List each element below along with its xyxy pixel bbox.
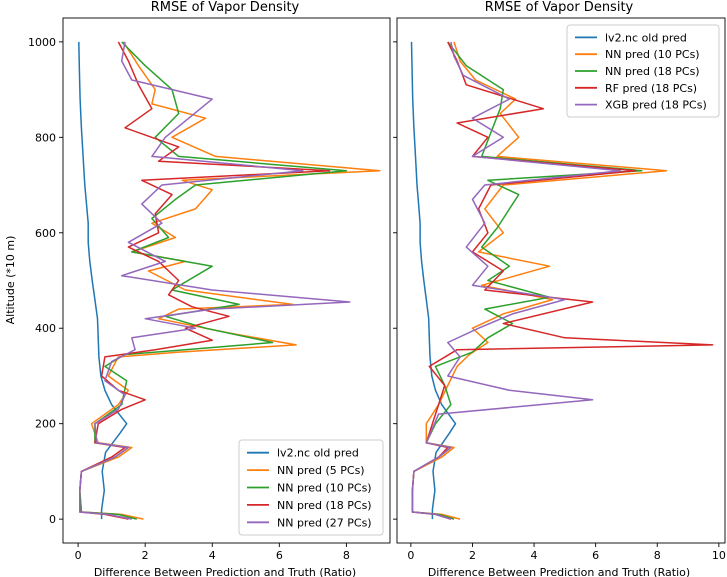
left-chart-x-tick: 0 — [75, 543, 82, 562]
left-chart-x-tick-label: 0 — [75, 549, 82, 562]
left-chart-plot-area — [78, 41, 381, 520]
right-chart-legend-label: XGB pred (18 PCs) — [605, 99, 707, 112]
left-chart-y-tick: 200 — [35, 418, 63, 431]
left-chart: RMSE of Vapor Density Difference Between… — [4, 0, 391, 577]
right-chart-legend-item: lv2.nc old pred — [575, 31, 687, 44]
left-chart-y-tick-label: 0 — [49, 513, 56, 526]
left-chart-y-tick: 600 — [35, 227, 63, 240]
right-chart-legend-item: NN pred (10 PCs) — [575, 48, 700, 61]
left-chart-legend-label: NN pred (5 PCs) — [277, 464, 365, 477]
right-chart-x-tick: 2 — [469, 543, 476, 562]
right-chart-legend: lv2.nc old pred NN pred (10 PCs) NN pred (… — [566, 24, 720, 118]
left-chart-series-nn-pred-27-pcs — [79, 41, 351, 520]
left-chart-y-tick-label: 600 — [35, 227, 56, 240]
right-chart-series-xgb-pred-18-pcs — [411, 41, 622, 520]
left-chart-legend-item: NN pred (18 PCs) — [247, 499, 372, 512]
right-chart-frame — [396, 17, 726, 544]
left-chart-legend-label: NN pred (27 PCs) — [277, 516, 372, 529]
right-chart-title: RMSE of Vapor Density — [485, 0, 634, 15]
right-chart-legend-item: XGB pred (18 PCs) — [575, 99, 707, 112]
left-chart-y-tick-label: 400 — [35, 322, 56, 335]
left-chart-legend-label: lv2.nc old pred — [277, 447, 359, 460]
right-chart-x-tick-label: 6 — [592, 549, 599, 562]
left-chart-frame — [62, 17, 391, 544]
left-chart-y-tick: 1000 — [28, 36, 63, 49]
right-chart-x-tick-label: 10 — [712, 549, 726, 562]
right-chart-x-axis-label: Difference Between Prediction and Truth … — [428, 566, 690, 577]
right-chart-x-tick-label: 4 — [531, 549, 538, 562]
right-chart-legend-label: NN pred (18 PCs) — [605, 65, 700, 78]
left-chart-x-axis-label: Difference Between Prediction and Truth … — [94, 566, 356, 577]
left-chart-legend-item: lv2.nc old pred — [247, 447, 359, 460]
right-chart-plot-area — [410, 41, 714, 520]
left-chart-legend: lv2.nc old pred NN pred (5 PCs) NN pred (1… — [238, 439, 384, 536]
left-chart-y-tick-label: 200 — [35, 418, 56, 431]
left-chart-legend-item: NN pred (27 PCs) — [247, 516, 372, 529]
right-chart-x-tick: 0 — [407, 543, 414, 562]
right-chart-x-tick: 4 — [531, 543, 538, 562]
right-chart-legend-item: RF pred (18 PCs) — [575, 82, 697, 95]
left-chart-title: RMSE of Vapor Density — [151, 0, 300, 15]
right-chart-legend-label: lv2.nc old pred — [605, 31, 687, 44]
left-chart-series-nn-pred-18-pcs — [79, 41, 331, 520]
right-chart-series-nn-pred-10-pcs — [411, 41, 668, 520]
left-chart-x-tick: 4 — [209, 543, 216, 562]
left-chart-y-axis-label: Altitude (*10 m) — [4, 236, 17, 325]
right-chart-x-tick: 8 — [654, 543, 661, 562]
left-chart-y-tick: 400 — [35, 322, 63, 335]
left-chart-y-tick: 0 — [49, 513, 63, 526]
right-chart-legend-item: NN pred (18 PCs) — [575, 65, 700, 78]
left-chart-x-tick: 8 — [343, 543, 350, 562]
right-chart-legend-label: RF pred (18 PCs) — [605, 82, 697, 95]
left-chart-x-tick-label: 6 — [276, 549, 283, 562]
right-chart-legend-label: NN pred (10 PCs) — [605, 48, 700, 61]
left-chart-legend-label: NN pred (10 PCs) — [277, 482, 372, 495]
left-chart-x-tick-label: 2 — [142, 549, 149, 562]
left-chart-series-lv2-nc-old-pred — [78, 41, 128, 520]
right-chart: RMSE of Vapor Density Difference Between… — [393, 0, 726, 577]
left-chart-legend-label: NN pred (18 PCs) — [277, 499, 372, 512]
left-chart-y-tick-label: 800 — [35, 131, 56, 144]
left-chart-y-tick-label: 1000 — [28, 36, 56, 49]
right-chart-x-tick-label: 2 — [469, 549, 476, 562]
left-chart-x-tick: 2 — [142, 543, 149, 562]
right-chart-x-tick-label: 8 — [654, 549, 661, 562]
left-chart-y-tick: 800 — [35, 131, 63, 144]
right-chart-x-tick: 10 — [712, 543, 726, 562]
right-chart-x-tick: 6 — [592, 543, 599, 562]
left-chart-x-tick-label: 8 — [343, 549, 350, 562]
right-chart-x-tick-label: 0 — [407, 549, 414, 562]
left-chart-legend-item: NN pred (5 PCs) — [247, 464, 365, 477]
left-chart-x-tick-label: 4 — [209, 549, 216, 562]
left-chart-x-tick: 6 — [276, 543, 283, 562]
left-chart-legend-item: NN pred (10 PCs) — [247, 482, 372, 495]
left-chart-series-nn-pred-5-pcs — [79, 41, 381, 520]
right-chart-series-lv2-nc-old-pred — [410, 41, 457, 520]
